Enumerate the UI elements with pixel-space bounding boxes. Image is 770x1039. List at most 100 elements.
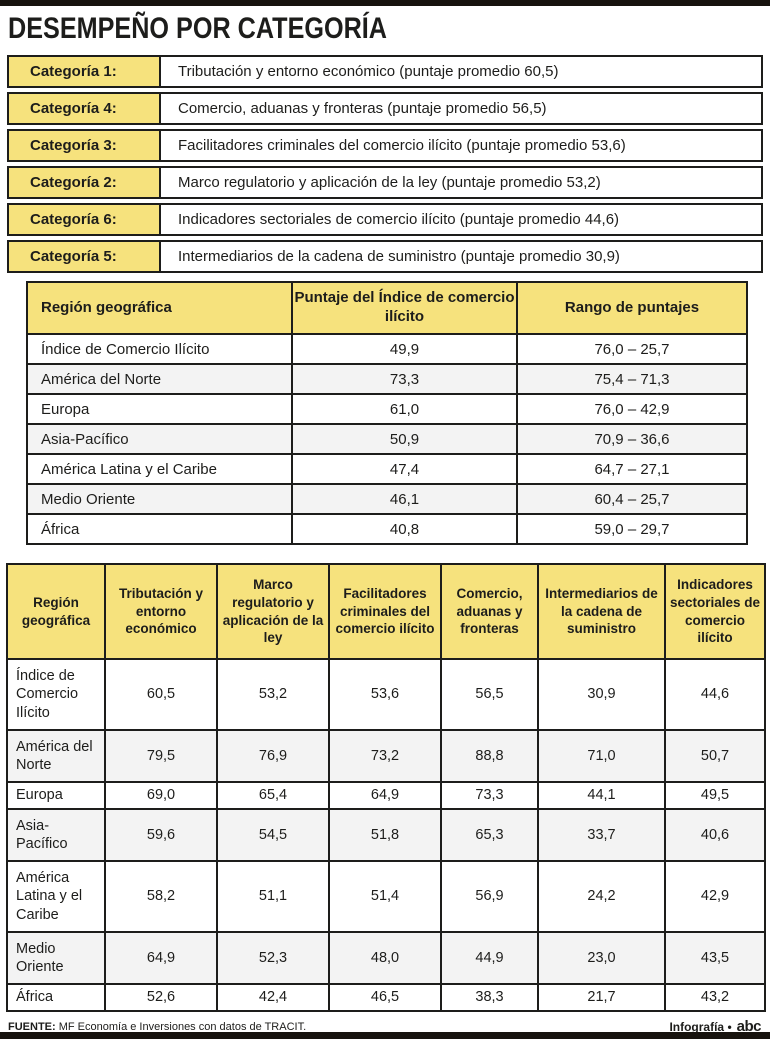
score-value: 51,4 <box>328 860 442 933</box>
column-header: Puntaje del Índice de comercio ilícito <box>291 281 518 335</box>
category-list: Categoría 1: Tributación y entorno econó… <box>7 55 763 273</box>
table-row: América del Norte 73,3 75,4 – 71,3 <box>26 363 748 395</box>
score-value: 40,8 <box>291 513 518 545</box>
score-value: 59,6 <box>104 808 218 862</box>
category-row: Categoría 5: Intermediarios de la cadena… <box>7 240 763 273</box>
category-label: Categoría 1: <box>9 57 161 86</box>
score-value: 64,9 <box>104 931 218 985</box>
score-range: 76,0 – 25,7 <box>516 333 748 365</box>
score-value: 61,0 <box>291 393 518 425</box>
region-name: Índice de Comercio Ilícito <box>26 333 293 365</box>
column-header: Indicadores sectoriales de comercio ilíc… <box>664 563 766 660</box>
score-value: 50,7 <box>664 729 766 783</box>
score-value: 48,0 <box>328 931 442 985</box>
column-header: Facilitadores criminales del comercio il… <box>328 563 442 660</box>
column-header: Región geográfica <box>26 281 293 335</box>
region-name: Medio Oriente <box>26 483 293 515</box>
column-header: Marco regulatorio y aplicación de la ley <box>216 563 330 660</box>
score-value: 24,2 <box>537 860 666 933</box>
score-range: 60,4 – 25,7 <box>516 483 748 515</box>
region-name: América Latina y el Caribe <box>26 453 293 485</box>
score-range: 64,7 – 27,1 <box>516 453 748 485</box>
top-rule <box>0 0 770 6</box>
score-value: 44,9 <box>440 931 539 985</box>
score-value: 49,9 <box>291 333 518 365</box>
column-header: Rango de puntajes <box>516 281 748 335</box>
score-value: 69,0 <box>104 781 218 810</box>
score-value: 46,1 <box>291 483 518 515</box>
score-value: 52,3 <box>216 931 330 985</box>
category-description: Comercio, aduanas y fronteras (puntaje p… <box>178 100 547 117</box>
category-description: Intermediarios de la cadena de suministr… <box>178 248 620 265</box>
summary-header-row: Región geográfica Puntaje del Índice de … <box>26 281 748 335</box>
score-range: 59,0 – 29,7 <box>516 513 748 545</box>
score-value: 30,9 <box>537 658 666 731</box>
score-value: 40,6 <box>664 808 766 862</box>
source-label: FUENTE: <box>8 1020 56 1033</box>
bottom-rule <box>0 1032 770 1039</box>
table-row: América Latina y el Caribe 58,2 51,1 51,… <box>6 860 766 933</box>
table-row: Medio Oriente 46,1 60,4 – 25,7 <box>26 483 748 515</box>
region-name: Asia-Pacífico <box>6 808 106 862</box>
score-value: 33,7 <box>537 808 666 862</box>
region-name: América del Norte <box>26 363 293 395</box>
credit-text: Infografía • <box>669 1019 732 1034</box>
score-value: 56,9 <box>440 860 539 933</box>
abc-logo: abc <box>736 1018 762 1035</box>
score-value: 51,1 <box>216 860 330 933</box>
region-name: Europa <box>26 393 293 425</box>
score-value: 65,3 <box>440 808 539 862</box>
column-header: Tributación y entorno económico <box>104 563 218 660</box>
category-description: Facilitadores criminales del comercio il… <box>178 137 626 154</box>
score-value: 71,0 <box>537 729 666 783</box>
score-value: 38,3 <box>440 983 539 1012</box>
source-line: FUENTE: MF Economía e Inversiones con da… <box>8 1021 306 1033</box>
score-value: 44,1 <box>537 781 666 810</box>
category-label: Categoría 6: <box>9 205 161 234</box>
table-row: Medio Oriente 64,9 52,3 48,0 44,9 23,0 4… <box>6 931 766 985</box>
category-label: Categoría 5: <box>9 242 161 271</box>
score-value: 23,0 <box>537 931 666 985</box>
score-value: 56,5 <box>440 658 539 731</box>
score-range: 75,4 – 71,3 <box>516 363 748 395</box>
score-value: 76,9 <box>216 729 330 783</box>
table-row: Europa 69,0 65,4 64,9 73,3 44,1 49,5 <box>6 781 766 810</box>
table-row: América Latina y el Caribe 47,4 64,7 – 2… <box>26 453 748 485</box>
score-value: 65,4 <box>216 781 330 810</box>
score-value: 46,5 <box>328 983 442 1012</box>
category-row: Categoría 3: Facilitadores criminales de… <box>7 129 763 162</box>
table-row: África 40,8 59,0 – 29,7 <box>26 513 748 545</box>
score-value: 43,2 <box>664 983 766 1012</box>
detail-table: Región geográfica Tributación y entorno … <box>6 563 766 1012</box>
infographic-title: DESEMPEÑO POR CATEGORÍA <box>8 12 387 45</box>
score-value: 42,4 <box>216 983 330 1012</box>
column-header: Región geográfica <box>6 563 106 660</box>
score-value: 44,6 <box>664 658 766 731</box>
source-text: MF Economía e Inversiones con datos de T… <box>58 1020 307 1033</box>
region-name: América del Norte <box>6 729 106 783</box>
table-row: Índice de Comercio Ilícito 49,9 76,0 – 2… <box>26 333 748 365</box>
score-value: 53,2 <box>216 658 330 731</box>
region-name: Medio Oriente <box>6 931 106 985</box>
table-row: Asia-Pacífico 50,9 70,9 – 36,6 <box>26 423 748 455</box>
score-value: 51,8 <box>328 808 442 862</box>
summary-table: Región geográfica Puntaje del Índice de … <box>26 281 748 545</box>
score-range: 70,9 – 36,6 <box>516 423 748 455</box>
score-value: 52,6 <box>104 983 218 1012</box>
category-label: Categoría 3: <box>9 131 161 160</box>
score-value: 58,2 <box>104 860 218 933</box>
score-value: 21,7 <box>537 983 666 1012</box>
score-value: 49,5 <box>664 781 766 810</box>
category-row: Categoría 4: Comercio, aduanas y fronter… <box>7 92 763 125</box>
category-description: Tributación y entorno económico (puntaje… <box>178 63 559 80</box>
table-row: América del Norte 79,5 76,9 73,2 88,8 71… <box>6 729 766 783</box>
score-value: 53,6 <box>328 658 442 731</box>
region-name: África <box>26 513 293 545</box>
table-row: Asia-Pacífico 59,6 54,5 51,8 65,3 33,7 4… <box>6 808 766 862</box>
column-header: Comercio, aduanas y fronteras <box>440 563 539 660</box>
score-value: 43,5 <box>664 931 766 985</box>
category-label: Categoría 4: <box>9 94 161 123</box>
score-value: 79,5 <box>104 729 218 783</box>
detail-header-row: Región geográfica Tributación y entorno … <box>6 563 766 660</box>
column-header: Intermediarios de la cadena de suministr… <box>537 563 666 660</box>
